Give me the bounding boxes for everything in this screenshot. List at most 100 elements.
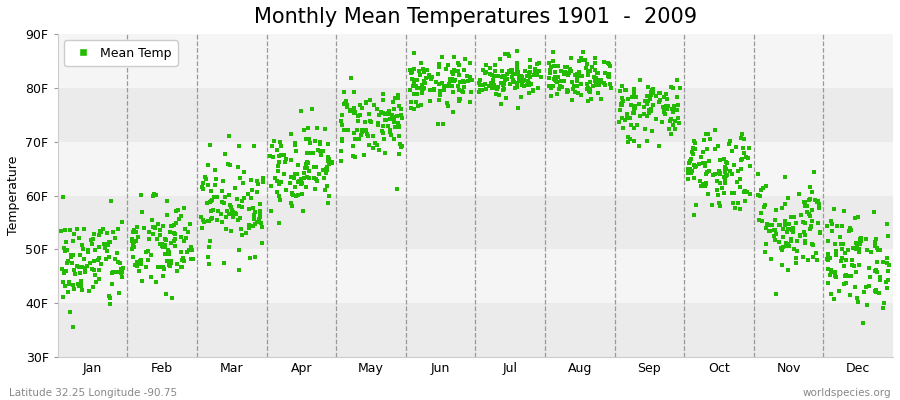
Point (167, 243, 182, 250)
Point (699, 131, 714, 138)
Point (615, 94, 629, 101)
Point (125, 238, 140, 244)
Point (736, 150, 751, 157)
Point (663, 118, 678, 124)
Point (433, 91, 447, 98)
Point (105, 281, 120, 287)
Point (495, 86, 509, 93)
Point (652, 98, 666, 105)
Point (289, 193, 303, 200)
Point (490, 86, 504, 92)
Point (220, 208, 234, 214)
Point (839, 280, 853, 286)
Point (763, 222, 778, 228)
Point (392, 103, 406, 110)
Point (799, 203, 814, 210)
Point (578, 56, 592, 63)
Point (155, 243, 169, 249)
Point (499, 94, 513, 101)
Point (181, 229, 195, 235)
Point (786, 225, 800, 232)
Point (320, 183, 335, 189)
Point (362, 141, 376, 148)
Point (244, 177, 258, 184)
Point (246, 222, 260, 229)
Point (163, 228, 177, 235)
Point (420, 66, 435, 73)
Point (776, 243, 790, 250)
Point (580, 84, 595, 91)
Point (134, 256, 148, 263)
Point (798, 232, 813, 238)
Point (308, 138, 322, 144)
Point (867, 209, 881, 216)
Point (369, 142, 383, 148)
Point (418, 75, 433, 81)
Point (514, 93, 528, 100)
Point (480, 86, 494, 92)
Point (557, 78, 572, 84)
Point (404, 70, 419, 76)
Point (580, 81, 594, 87)
Point (417, 78, 431, 84)
Point (805, 223, 819, 229)
Point (297, 170, 311, 176)
Point (640, 113, 654, 119)
Point (522, 80, 536, 86)
Point (843, 273, 858, 280)
Point (723, 138, 737, 145)
Point (203, 208, 218, 215)
Point (683, 156, 698, 162)
Point (294, 108, 309, 114)
Point (179, 249, 194, 255)
Point (320, 164, 334, 170)
Point (133, 261, 148, 268)
Point (346, 110, 361, 117)
Point (548, 74, 562, 80)
Point (57, 270, 71, 277)
Point (442, 81, 456, 87)
Point (409, 83, 423, 90)
Point (811, 220, 825, 226)
Point (663, 116, 678, 122)
Point (341, 127, 356, 133)
Point (688, 140, 702, 147)
Point (491, 73, 506, 80)
Point (320, 155, 335, 162)
Point (444, 78, 458, 84)
Point (76, 226, 91, 232)
Point (870, 246, 885, 253)
Point (849, 246, 863, 252)
Point (665, 122, 680, 128)
Point (712, 168, 726, 174)
Point (248, 212, 262, 218)
Point (291, 178, 305, 185)
Point (363, 97, 377, 103)
Point (727, 162, 742, 168)
Point (820, 223, 834, 229)
Point (680, 176, 695, 182)
Point (443, 77, 457, 83)
Point (759, 240, 773, 247)
Point (495, 68, 509, 74)
Point (829, 252, 843, 259)
Point (83, 260, 97, 266)
Point (614, 100, 628, 107)
Point (165, 223, 179, 229)
Point (730, 179, 744, 185)
Point (808, 196, 823, 203)
Point (141, 248, 156, 254)
Point (718, 177, 733, 184)
Point (235, 198, 249, 204)
Point (591, 79, 606, 86)
Point (523, 64, 537, 70)
Point (338, 101, 353, 108)
Point (134, 278, 148, 284)
Point (151, 264, 166, 270)
Point (742, 163, 757, 170)
Point (414, 102, 428, 108)
Point (544, 64, 558, 70)
Point (130, 224, 144, 230)
Point (156, 223, 170, 229)
Point (780, 243, 795, 249)
